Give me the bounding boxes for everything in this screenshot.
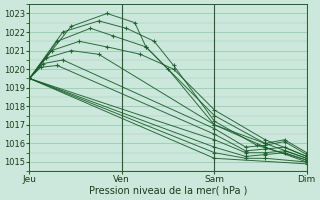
X-axis label: Pression niveau de la mer( hPa ): Pression niveau de la mer( hPa ) — [89, 186, 247, 196]
